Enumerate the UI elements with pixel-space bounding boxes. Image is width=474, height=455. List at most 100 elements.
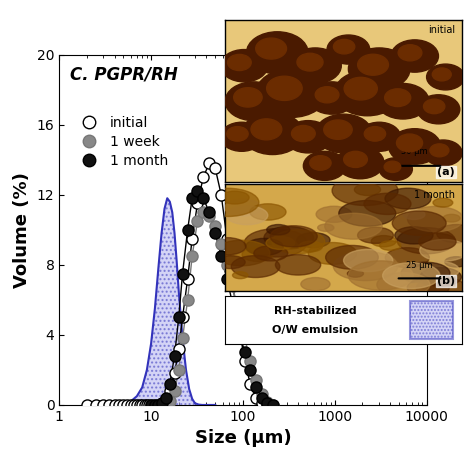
Legend: initial, 1 week, 1 month: initial, 1 week, 1 month [70,111,174,173]
Circle shape [398,45,422,61]
Circle shape [301,278,330,291]
Circle shape [420,239,468,261]
Circle shape [308,243,357,264]
Circle shape [316,206,352,222]
Circle shape [344,77,377,100]
Circle shape [419,233,456,250]
Circle shape [228,55,251,71]
Circle shape [432,68,451,81]
Circle shape [377,273,430,297]
Circle shape [409,283,424,290]
Circle shape [217,256,245,268]
Circle shape [315,114,372,153]
Circle shape [358,122,401,152]
Circle shape [407,278,449,297]
Circle shape [270,226,317,247]
Circle shape [315,87,339,103]
Circle shape [220,122,263,152]
Circle shape [423,99,445,114]
Circle shape [371,236,396,247]
Text: C. PGPR/RH: C. PGPR/RH [70,65,178,83]
Circle shape [337,147,384,179]
Circle shape [364,193,411,214]
Circle shape [246,238,283,255]
Circle shape [344,249,393,272]
Circle shape [254,246,288,261]
Circle shape [242,248,273,262]
Circle shape [383,263,440,288]
Circle shape [208,238,246,255]
Circle shape [417,95,460,124]
Circle shape [433,198,453,207]
Circle shape [225,199,262,216]
Circle shape [401,262,450,284]
Circle shape [292,126,315,142]
Circle shape [348,48,410,90]
Circle shape [272,230,325,253]
Circle shape [256,69,327,117]
Circle shape [380,241,401,250]
Circle shape [391,40,438,72]
Circle shape [348,261,413,290]
Circle shape [396,134,422,152]
Circle shape [267,224,290,235]
Circle shape [325,213,382,239]
Text: (a): (a) [438,167,455,177]
Circle shape [339,201,396,226]
Circle shape [227,126,248,141]
Circle shape [310,156,331,170]
Circle shape [264,227,314,249]
Circle shape [403,210,425,219]
Circle shape [427,64,465,90]
Circle shape [358,54,388,75]
Circle shape [289,48,341,83]
Circle shape [364,126,385,141]
Circle shape [251,119,282,140]
Circle shape [357,227,393,243]
Circle shape [327,35,370,64]
X-axis label: Size (μm): Size (μm) [195,430,291,447]
Circle shape [303,152,346,180]
Circle shape [275,255,321,275]
Circle shape [397,228,455,254]
Circle shape [377,83,429,119]
Circle shape [384,89,410,106]
Circle shape [333,252,398,281]
Circle shape [385,248,429,268]
Circle shape [385,188,431,209]
Circle shape [422,262,459,278]
Y-axis label: Volume (%): Volume (%) [13,172,31,288]
Circle shape [420,268,461,286]
Circle shape [284,121,332,153]
Circle shape [213,240,270,266]
Bar [410,301,453,339]
Circle shape [324,120,352,139]
Circle shape [384,161,401,172]
Circle shape [379,158,412,180]
Circle shape [196,188,259,217]
Circle shape [355,184,381,196]
Circle shape [226,206,268,225]
Circle shape [395,227,433,244]
Circle shape [416,277,465,299]
Circle shape [430,144,449,157]
Circle shape [297,233,330,248]
Text: 50 μm: 50 μm [401,147,428,156]
Circle shape [297,53,323,71]
Circle shape [234,88,262,107]
Text: RH-stabilized: RH-stabilized [274,306,356,316]
Circle shape [231,256,280,278]
Circle shape [244,229,307,257]
Circle shape [318,224,334,232]
Circle shape [299,241,322,252]
Circle shape [242,112,303,155]
Circle shape [392,211,446,235]
Circle shape [266,76,302,101]
Circle shape [344,152,367,167]
Circle shape [347,270,364,277]
Text: O/W emulsion: O/W emulsion [272,325,358,335]
Text: (b): (b) [437,276,455,286]
Circle shape [266,237,295,249]
Circle shape [220,50,268,82]
Circle shape [332,176,398,206]
